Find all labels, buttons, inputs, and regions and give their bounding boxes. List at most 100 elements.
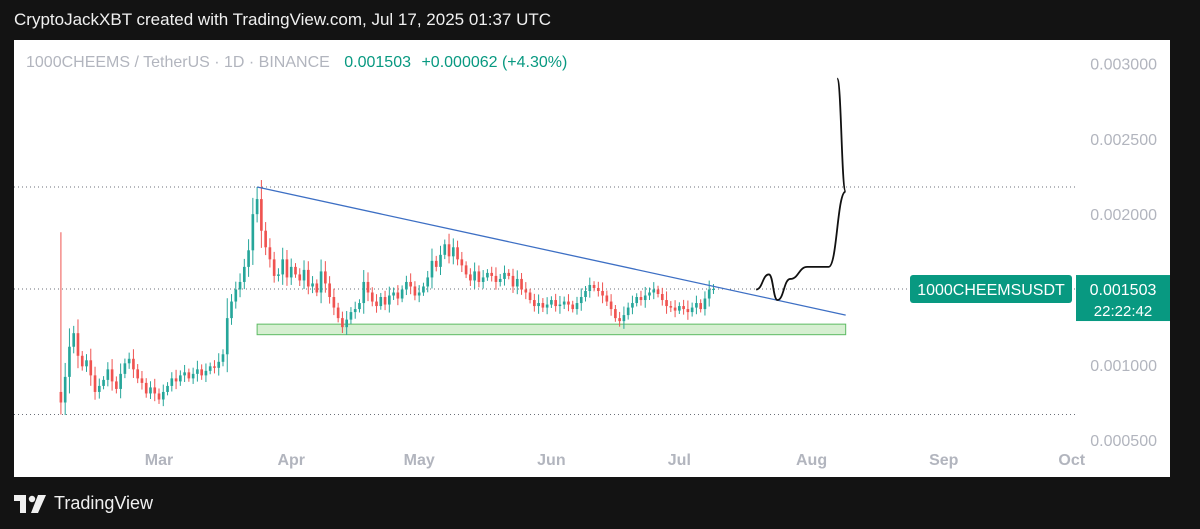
price-chart[interactable]: 0.003000 0.002500 0.002000 0.001000 0.000500… <box>14 40 1170 477</box>
price-labels: 1000CHEEMSUSDT 0.001503 22:22:42 <box>910 275 1170 322</box>
candle-body <box>592 284 596 288</box>
candle-body <box>417 292 421 296</box>
legend-symbol-desc: 1000CHEEMS / TetherUS · 1D · BINANCE <box>26 54 330 71</box>
candle-body <box>498 278 502 282</box>
candle-body <box>447 244 451 257</box>
x-tick-label-sep: Sep <box>929 452 959 469</box>
candle-body <box>635 297 639 304</box>
candle-body <box>558 304 562 307</box>
y-tick-label: 0.002500 <box>1090 132 1157 149</box>
candle-body <box>234 289 238 302</box>
candle-body <box>204 370 208 376</box>
candle-body <box>353 309 357 313</box>
candle-body <box>511 275 515 287</box>
candle-body <box>524 289 528 293</box>
candle-body <box>579 297 583 304</box>
candle-body <box>63 376 67 403</box>
candle-body <box>306 269 310 287</box>
candle-body <box>695 303 698 308</box>
candle-body <box>238 281 242 290</box>
candle-body <box>255 199 259 215</box>
candle-body <box>217 361 221 368</box>
candle-body <box>434 260 438 267</box>
attribution-bar: CryptoJackXBT created with TradingView.c… <box>0 0 1200 40</box>
tradingview-brand[interactable]: TradingView <box>14 493 153 514</box>
candle-body <box>349 312 353 320</box>
candle-body <box>469 274 472 281</box>
candle-body <box>665 300 668 307</box>
footer-bar: TradingView <box>0 477 1200 529</box>
candle-body <box>174 378 178 382</box>
candle-body <box>119 373 122 389</box>
y-tick-label: 0.003000 <box>1090 56 1157 73</box>
candle-body <box>515 278 519 287</box>
candle-body <box>76 333 80 356</box>
x-tick-label-jul: Jul <box>668 452 691 469</box>
candle-body <box>405 281 408 290</box>
candle-body <box>656 289 660 295</box>
candle-body <box>213 366 216 368</box>
candle-body <box>481 277 485 282</box>
projection-drawing[interactable] <box>755 77 847 301</box>
candle-body <box>251 214 255 251</box>
candle-body <box>315 283 319 293</box>
candle-body <box>430 260 434 278</box>
candle-body <box>686 309 690 313</box>
candle-body <box>631 303 634 308</box>
chart-panel[interactable]: 0.003000 0.002500 0.002000 0.001000 0.000500… <box>14 40 1170 477</box>
candle-body <box>341 318 344 328</box>
candle-body <box>503 272 506 279</box>
candle-body <box>554 300 557 307</box>
candle-body <box>336 307 340 319</box>
candle-body <box>618 318 621 322</box>
candle-body <box>486 272 489 278</box>
y-tick-label: 0.002000 <box>1090 207 1157 224</box>
support-zone[interactable] <box>256 323 847 336</box>
candle-body <box>311 283 314 287</box>
candle-body <box>362 281 366 304</box>
candle-body <box>281 259 285 275</box>
candle-body <box>97 385 101 392</box>
candle-body <box>690 307 694 313</box>
candle-body <box>358 303 361 310</box>
candle-body <box>242 266 246 282</box>
legend-change: +0.000062 (+4.30%) <box>421 54 567 71</box>
candle-body <box>285 259 289 278</box>
candle-body <box>388 295 391 305</box>
candle-body <box>643 295 647 301</box>
last-price-badge[interactable] <box>1076 275 1170 322</box>
candle-body <box>379 297 383 307</box>
candle-body <box>422 286 425 293</box>
descending-trendline[interactable] <box>256 186 846 316</box>
candle-body <box>567 301 570 305</box>
candle-body <box>324 271 327 284</box>
candle-body <box>136 369 140 379</box>
candle-body <box>85 360 88 367</box>
x-tick-label-mar: Mar <box>145 452 173 469</box>
candle-body <box>596 287 600 291</box>
candle-body <box>370 292 374 302</box>
candle-body <box>456 247 459 260</box>
candle-body <box>507 272 511 276</box>
candle-body <box>669 306 673 308</box>
candle-body <box>268 247 272 260</box>
y-axis[interactable]: 0.003000 0.002500 0.002000 0.001000 0.000500 <box>1090 56 1157 450</box>
candles-layer <box>59 180 715 416</box>
symbol-badge-label: 1000CHEEMSUSDT <box>917 282 1065 299</box>
candle-body <box>106 369 110 380</box>
x-tick-label-oct: Oct <box>1058 452 1085 469</box>
candle-body <box>464 265 468 275</box>
x-axis[interactable]: Mar Apr May Jun Jul Aug Sep Oct <box>145 452 1086 469</box>
y-tick-label: 0.000500 <box>1090 433 1157 450</box>
tradingview-logo-icon <box>14 494 46 513</box>
candle-body <box>537 303 540 307</box>
candle-body <box>383 297 387 305</box>
candle-body <box>460 259 464 266</box>
candle-body <box>166 385 169 392</box>
candle-body <box>682 306 685 310</box>
symbol-badge[interactable] <box>910 275 1072 304</box>
chart-background <box>14 40 1170 477</box>
candle-body <box>298 274 302 281</box>
candle-body <box>443 244 447 255</box>
candle-body <box>179 375 182 382</box>
